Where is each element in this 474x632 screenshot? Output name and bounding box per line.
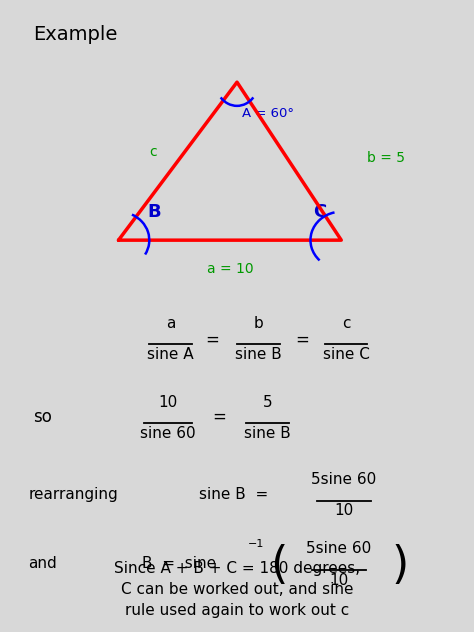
Text: 5sine 60: 5sine 60 [306,541,372,556]
Text: so: so [33,408,52,426]
Text: sine A: sine A [147,347,194,362]
Text: Example: Example [33,25,118,44]
Text: =: = [205,331,219,348]
Text: Since A + B + C = 180 degrees,
C can be worked out, and sine
rule used again to : Since A + B + C = 180 degrees, C can be … [114,561,360,618]
Text: A = 60°: A = 60° [242,107,294,121]
Text: b = 5: b = 5 [367,151,405,165]
Text: −1: −1 [247,538,264,549]
Text: sine 60: sine 60 [140,426,196,441]
Text: 10: 10 [334,503,353,518]
Text: 5sine 60: 5sine 60 [311,471,376,487]
Text: 10: 10 [159,394,178,410]
Text: c: c [149,145,156,159]
Text: =: = [212,408,226,426]
Text: and: and [28,556,57,571]
Text: a: a [166,315,175,331]
Text: sine B  =: sine B = [199,487,268,502]
Text: ): ) [392,544,409,586]
Text: c: c [342,315,350,331]
Text: 5: 5 [263,394,273,410]
Text: b: b [254,315,263,331]
Text: 10: 10 [329,573,348,588]
Text: rearranging: rearranging [28,487,118,502]
Text: =: = [295,331,310,348]
Text: C: C [313,203,327,221]
Text: B  =  sine: B = sine [142,556,216,571]
Text: sine B: sine B [245,426,291,441]
Text: a = 10: a = 10 [207,262,253,276]
Text: sine B: sine B [235,347,282,362]
Text: (: ( [270,544,287,586]
Text: sine C: sine C [323,347,369,362]
Text: B: B [147,203,161,221]
